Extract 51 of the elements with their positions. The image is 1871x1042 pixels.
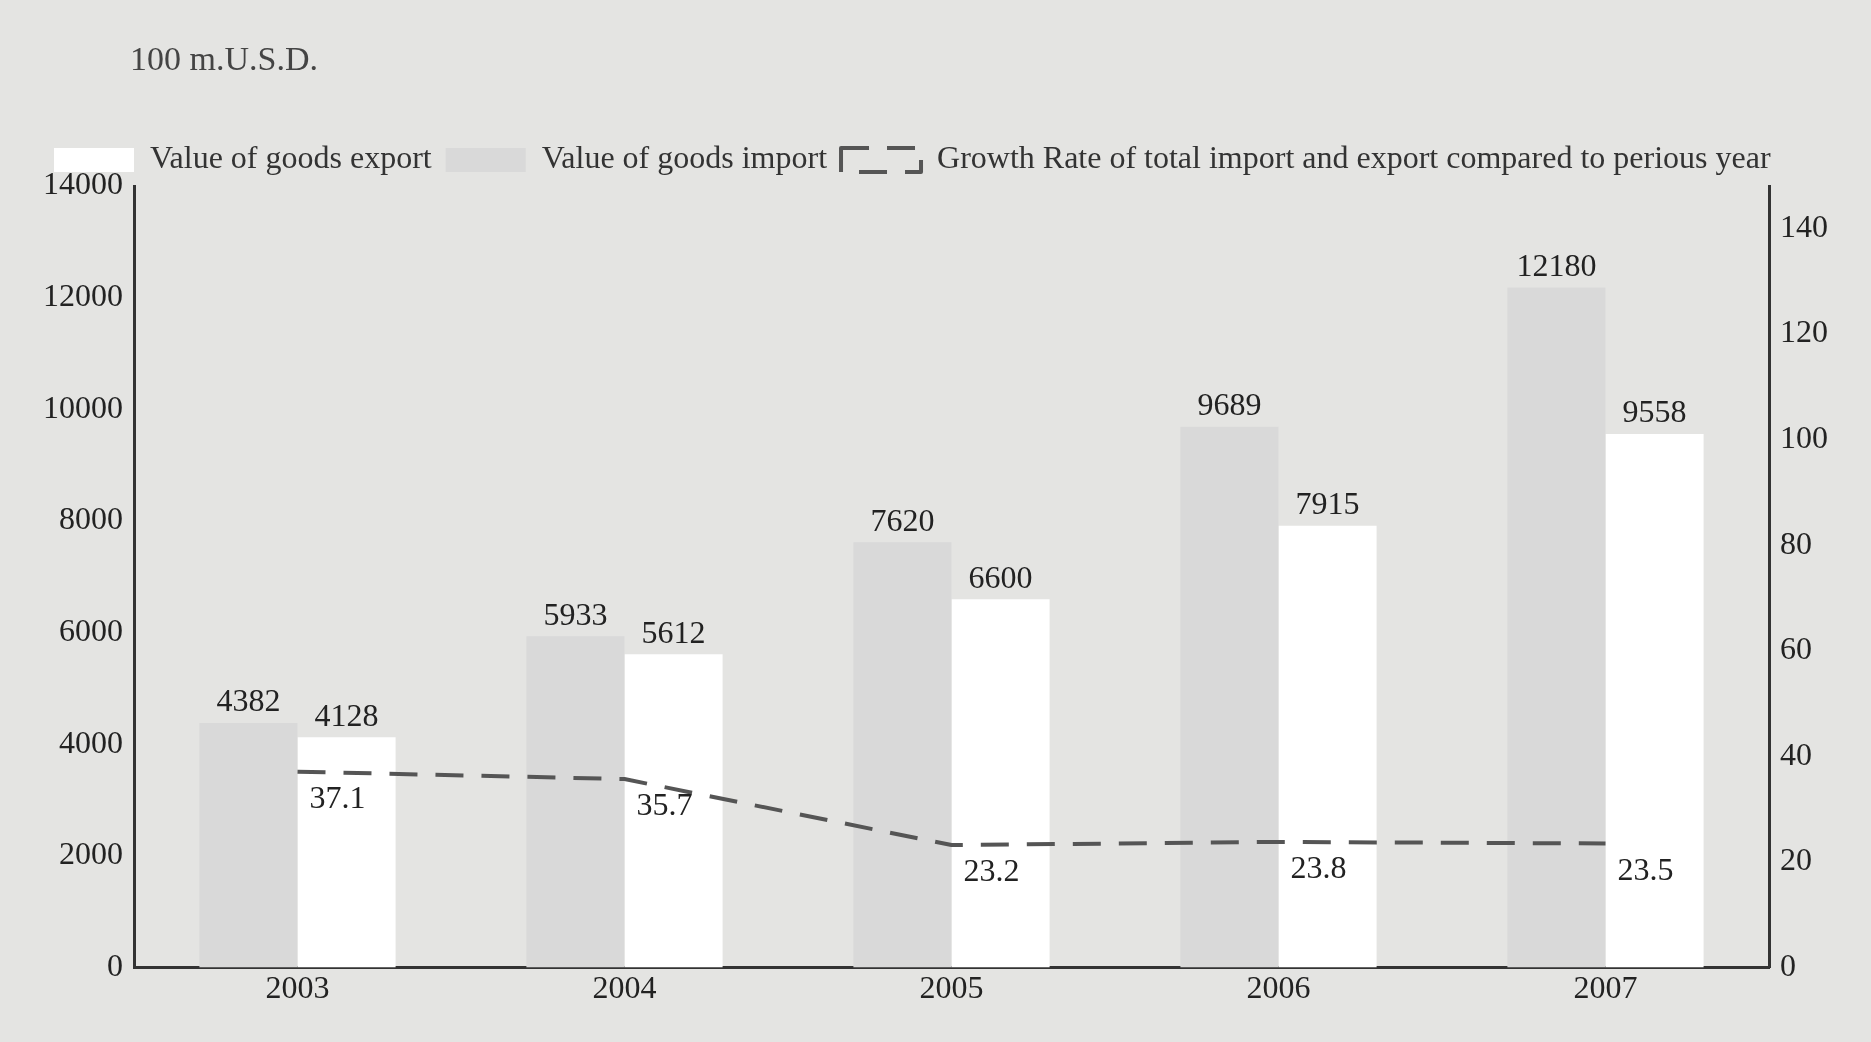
data-label: 4128 — [314, 696, 379, 733]
bar — [1605, 433, 1704, 968]
y-tick-label: 8000 — [59, 500, 123, 537]
data-label: 7620 — [870, 501, 935, 538]
legend-label: Value of goods import — [541, 139, 828, 176]
data-label: 9558 — [1622, 393, 1687, 430]
bar — [1278, 525, 1377, 968]
x-tick-label: 2004 — [592, 969, 657, 1006]
y2-tick-label: 120 — [1780, 313, 1828, 350]
y2-tick-label: 80 — [1780, 524, 1812, 561]
y2-tick-label: 140 — [1780, 207, 1828, 244]
line-series — [295, 769, 1608, 848]
legend-label: Growth Rate of total import and export compared to perious year — [937, 139, 1771, 176]
data-label: 5612 — [641, 613, 706, 650]
bar — [297, 737, 396, 968]
bar — [1507, 287, 1606, 968]
data-label: 6600 — [968, 558, 1033, 595]
y-tick-label: 6000 — [59, 612, 123, 649]
x-tick-label: 2005 — [919, 969, 984, 1006]
bar — [951, 599, 1050, 968]
data-label: 23.2 — [963, 852, 1020, 889]
data-label: 35.7 — [636, 786, 693, 823]
y2-tick-label: 40 — [1780, 735, 1812, 772]
bar — [199, 722, 298, 968]
bar — [624, 654, 723, 968]
bar — [1180, 426, 1279, 968]
data-label: 23.5 — [1617, 850, 1674, 887]
y2-tick-label: 100 — [1780, 418, 1828, 455]
y2-tick-label: 0 — [1780, 947, 1796, 984]
y-tick-label: 0 — [107, 947, 123, 984]
data-label: 4382 — [216, 682, 281, 719]
y-tick-label: 12000 — [43, 277, 123, 314]
data-label: 37.1 — [309, 779, 366, 816]
bar — [526, 636, 625, 968]
y-tick-label: 10000 — [43, 388, 123, 425]
y-tick-label: 14000 — [43, 165, 123, 202]
data-label: 23.8 — [1290, 849, 1347, 886]
y-tick-label: 4000 — [59, 723, 123, 760]
y2-tick-label: 60 — [1780, 630, 1812, 667]
legend-label: Value of goods export — [150, 139, 432, 176]
x-tick-label: 2007 — [1573, 969, 1638, 1006]
bar — [853, 542, 952, 968]
x-tick-label: 2003 — [265, 969, 330, 1006]
y-tick-label: 2000 — [59, 835, 123, 872]
data-label: 9689 — [1197, 386, 1262, 423]
x-tick-label: 2006 — [1246, 969, 1311, 1006]
data-label: 7915 — [1295, 485, 1360, 522]
y-axis-title: 100 m.U.S.D. — [130, 40, 318, 78]
data-label: 5933 — [543, 595, 608, 632]
y2-tick-label: 20 — [1780, 841, 1812, 878]
data-label: 12180 — [1516, 247, 1597, 284]
